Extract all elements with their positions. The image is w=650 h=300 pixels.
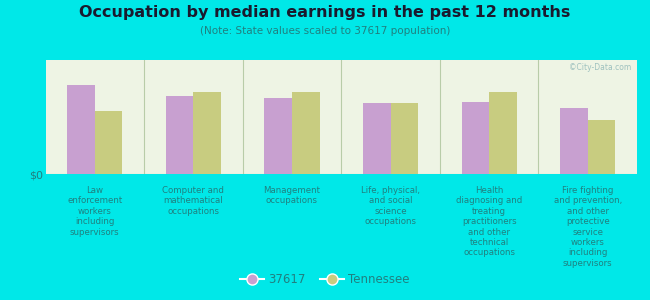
- Bar: [560, 108, 588, 174]
- Bar: [489, 92, 517, 174]
- Legend: 37617, Tennessee: 37617, Tennessee: [235, 269, 415, 291]
- Text: ©City-Data.com: ©City-Data.com: [569, 63, 631, 72]
- Text: (Note: State values scaled to 37617 population): (Note: State values scaled to 37617 popu…: [200, 26, 450, 35]
- Text: Management
occupations: Management occupations: [263, 186, 320, 206]
- Bar: [265, 98, 292, 174]
- Bar: [194, 92, 221, 174]
- Bar: [166, 97, 193, 174]
- Text: Occupation by median earnings in the past 12 months: Occupation by median earnings in the pas…: [79, 4, 571, 20]
- Text: Law
enforcement
workers
including
supervisors: Law enforcement workers including superv…: [67, 186, 122, 237]
- Bar: [292, 92, 320, 174]
- Text: Health
diagnosing and
treating
practitioners
and other
technical
occupations: Health diagnosing and treating practitio…: [456, 186, 522, 257]
- Text: Computer and
mathematical
occupations: Computer and mathematical occupations: [162, 186, 224, 216]
- Bar: [462, 102, 489, 174]
- Text: Fire fighting
and prevention,
and other
protective
service
workers
including
sup: Fire fighting and prevention, and other …: [554, 186, 622, 268]
- Bar: [391, 103, 418, 174]
- Text: Life, physical,
and social
science
occupations: Life, physical, and social science occup…: [361, 186, 420, 226]
- Bar: [95, 111, 122, 174]
- Bar: [588, 120, 616, 174]
- Bar: [67, 85, 95, 174]
- Bar: [363, 103, 391, 174]
